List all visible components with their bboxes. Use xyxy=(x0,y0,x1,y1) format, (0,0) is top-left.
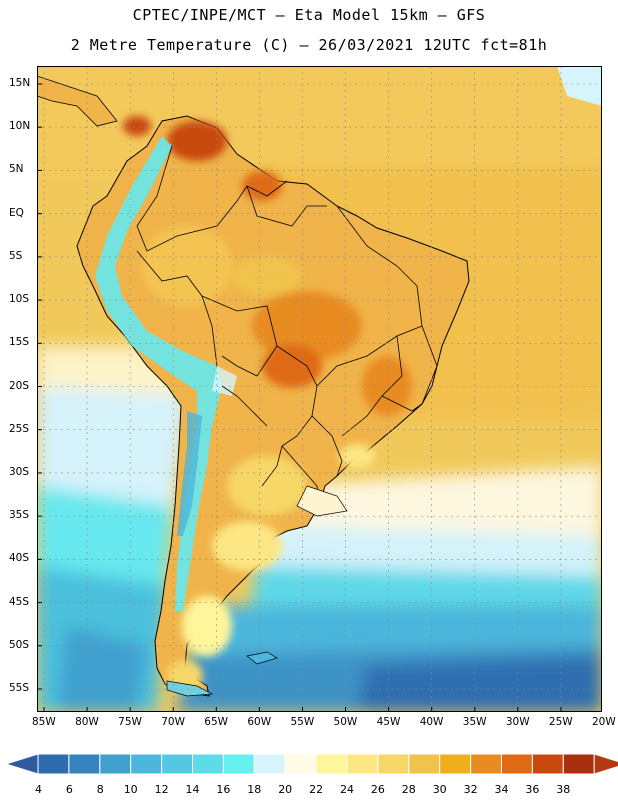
caribbean-cold-patch xyxy=(557,66,602,106)
colorbar-label: 18 xyxy=(247,783,262,796)
colorbar-swatch xyxy=(501,753,533,775)
colorbar-label: 14 xyxy=(185,783,200,796)
tierra-del-fuego xyxy=(166,680,214,697)
lat-label: 40S xyxy=(9,552,30,565)
central-america-land xyxy=(37,75,118,127)
lat-label: 10S xyxy=(9,293,30,306)
colorbar-swatch xyxy=(222,753,255,775)
lon-label: 50W xyxy=(333,716,358,728)
lat-label: 15N xyxy=(9,77,31,89)
country-borders xyxy=(136,145,438,507)
map-gridlines xyxy=(37,66,602,712)
colorbar-swatch xyxy=(470,753,503,775)
colorbar-label: 24 xyxy=(340,783,354,796)
colorbar-label: 34 xyxy=(494,783,509,796)
temperature-map xyxy=(37,66,602,712)
colorbar-label: 26 xyxy=(370,783,385,796)
colorbar-label: 4 xyxy=(35,783,42,796)
lat-label: 10N xyxy=(9,120,31,133)
lat-label: 50S xyxy=(9,638,30,651)
colorbar-swatch xyxy=(68,753,101,775)
colorbar-label: 30 xyxy=(432,783,447,796)
falkland-islands xyxy=(246,651,278,665)
colorbar-swatch xyxy=(408,753,441,775)
colorbar-swatch xyxy=(346,753,379,775)
lon-label: 85W xyxy=(32,716,56,728)
colorbar-label: 32 xyxy=(463,783,478,796)
lat-label: 15S xyxy=(9,336,30,349)
andes-peaks xyxy=(177,411,202,536)
lat-label: 55S xyxy=(9,682,30,694)
colorbar-swatch xyxy=(315,753,348,775)
colorbar-label: 16 xyxy=(216,783,231,796)
lon-label: 25W xyxy=(548,716,573,728)
colorbar-swatch xyxy=(284,753,317,775)
colorbar-label: 10 xyxy=(123,783,138,796)
map-ticks xyxy=(37,83,562,712)
colorbar xyxy=(4,753,618,775)
lat-label: 20S xyxy=(9,379,30,392)
lon-label: 30W xyxy=(505,716,530,728)
colorbar-label: 8 xyxy=(96,783,104,796)
colorbar-label: 36 xyxy=(525,783,540,796)
lon-label: 45W xyxy=(376,716,401,728)
colorbar-swatch xyxy=(37,753,70,775)
colorbar-label: 38 xyxy=(556,783,571,796)
lon-label: 35W xyxy=(462,716,487,728)
lon-label: 70W xyxy=(161,716,185,728)
colorbar-label: 12 xyxy=(154,783,169,796)
colorbar-swatch xyxy=(99,753,132,775)
colorbar-swatch xyxy=(439,753,472,775)
lat-label: 5S xyxy=(9,249,23,262)
lat-label: 5N xyxy=(9,163,24,176)
land-temperature-patches xyxy=(123,116,412,692)
colorbar-swatch xyxy=(161,753,194,775)
colorbar-swatch xyxy=(562,753,595,775)
map-frame xyxy=(37,66,602,712)
ocean-temperature-bands xyxy=(37,66,602,712)
colorbar-label: 20 xyxy=(278,783,293,796)
lon-label: 40W xyxy=(419,716,444,728)
lat-label: 35S xyxy=(9,509,30,522)
lon-label: 65W xyxy=(204,716,229,728)
colorbar-swatch xyxy=(531,753,564,775)
colorbar-label: 6 xyxy=(65,783,73,796)
map-subtitle: 2 Metre Temperature (C) – 26/03/2021 12U… xyxy=(70,36,548,54)
lat-label: EQ xyxy=(9,206,24,219)
colorbar-swatch xyxy=(130,753,163,775)
rio-de-la-plata-area xyxy=(296,485,348,517)
colorbar-label: 28 xyxy=(401,783,416,796)
colorbar-under-arrow xyxy=(4,753,39,775)
colorbar-label: 22 xyxy=(309,783,324,796)
colorbar-over-arrow xyxy=(593,753,618,775)
map-title: CPTEC/INPE/MCT – Eta Model 15km – GFS xyxy=(132,6,486,24)
lat-label: 30S xyxy=(9,465,30,478)
lon-label: 80W xyxy=(75,716,99,728)
lat-label: 25S xyxy=(9,422,30,435)
lon-label: 20W xyxy=(592,716,616,728)
colorbar-swatch xyxy=(253,753,286,775)
colorbar-swatch xyxy=(377,753,410,775)
lon-label: 55W xyxy=(290,716,315,728)
lon-label: 75W xyxy=(118,716,142,728)
lon-label: 60W xyxy=(247,716,272,728)
colorbar-swatch xyxy=(192,753,224,775)
lat-label: 45S xyxy=(9,595,30,608)
